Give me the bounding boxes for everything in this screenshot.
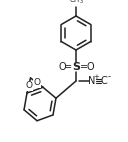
Text: N: N <box>88 76 96 86</box>
Text: O: O <box>86 62 94 73</box>
Text: =: = <box>64 62 72 73</box>
Text: O: O <box>58 62 66 73</box>
Text: +: + <box>94 74 99 80</box>
Text: =: = <box>80 62 88 73</box>
Text: S: S <box>72 62 80 72</box>
Text: O: O <box>34 78 40 87</box>
Text: -: - <box>108 73 110 82</box>
Text: C: C <box>101 76 107 86</box>
Text: CH$_3$: CH$_3$ <box>68 0 83 6</box>
Text: O: O <box>25 81 32 90</box>
